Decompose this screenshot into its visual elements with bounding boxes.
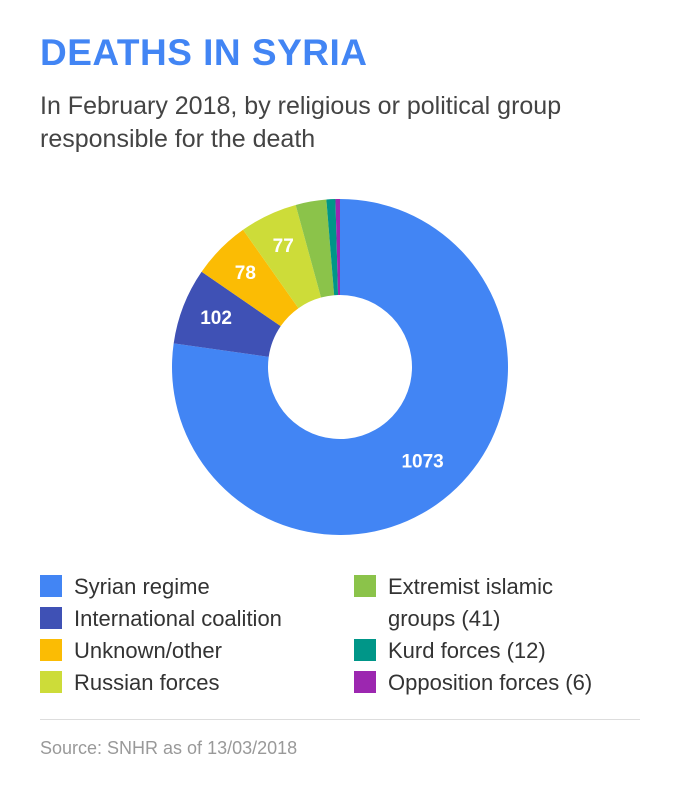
legend-label: Extremist islamic groups (41) (388, 574, 554, 631)
chart-legend: Syrian regime International coalition Un… (40, 571, 640, 701)
legend-item-international-coalition: International coalition (40, 603, 282, 635)
legend-swatch (354, 639, 376, 661)
legend-item-extremist-islamic-groups: Extremist islamic groups (41) (354, 571, 553, 635)
slice-international-coalition (173, 271, 281, 357)
slice-russian-forces (243, 204, 322, 309)
data-label-syrian-regime: 1073 (401, 452, 443, 473)
donut-chart: 1073 102 78 77 (172, 199, 508, 535)
legend-swatch (40, 607, 62, 629)
legend-item-opposition-forces: Opposition forces (6) (354, 667, 592, 699)
data-label-unknown-other: 78 (235, 263, 256, 284)
legend-swatch (40, 639, 62, 661)
legend-item-kurd-forces: Kurd forces (12) (354, 635, 546, 667)
slice-syrian-regime (172, 199, 508, 535)
source-note: Source: SNHR as of 13/03/2018 (40, 738, 298, 758)
chart-subtitle: In February 2018, by religious or politi… (40, 92, 562, 153)
footer-divider (40, 719, 640, 720)
legend-label: Kurd forces (12) (388, 638, 546, 663)
legend-item-russian-forces: Russian forces (40, 667, 220, 699)
legend-label: Syrian regime (74, 574, 210, 599)
slice-kurd-forces (326, 199, 339, 296)
legend-label: Opposition forces (6) (388, 670, 593, 695)
slice-unknown-other (201, 229, 299, 327)
chart-title: DEATHS IN SYRIA (40, 32, 368, 73)
legend-swatch (354, 575, 376, 597)
data-label-russian-forces: 77 (273, 236, 294, 257)
legend-label: International coalition (74, 606, 282, 631)
legend-label: Unknown/other (74, 638, 222, 663)
data-label-international-coalition: 102 (200, 308, 232, 329)
slice-extremist-islamic-groups (295, 199, 335, 298)
legend-item-syrian-regime: Syrian regime (40, 571, 210, 603)
legend-item-unknown-other: Unknown/other (40, 635, 222, 667)
legend-label: Russian forces (74, 670, 220, 695)
legend-swatch (40, 671, 62, 693)
slice-opposition-forces (335, 199, 340, 296)
legend-swatch (40, 575, 62, 597)
legend-swatch (354, 671, 376, 693)
